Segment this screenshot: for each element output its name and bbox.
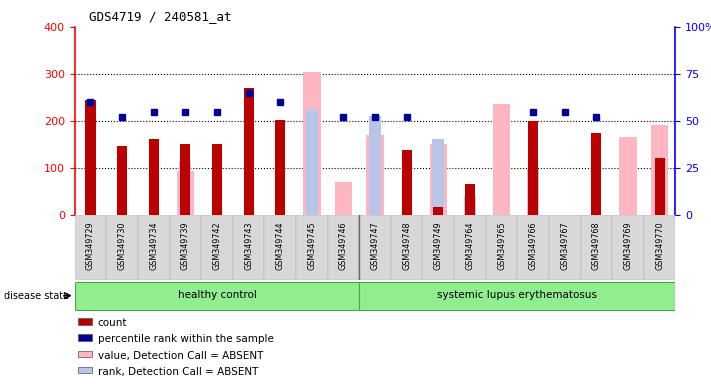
Bar	[464, 196, 476, 215]
Bar	[549, 215, 581, 280]
Bar	[465, 184, 475, 215]
Bar	[212, 144, 222, 215]
Bar	[651, 125, 668, 215]
Text: GSM349730: GSM349730	[117, 222, 127, 270]
Bar	[78, 367, 92, 374]
Bar	[149, 139, 159, 215]
Bar	[592, 133, 602, 215]
Text: GSM349767: GSM349767	[560, 222, 570, 270]
Bar	[296, 215, 328, 280]
Bar	[201, 215, 232, 280]
Bar	[359, 282, 675, 310]
Text: disease state: disease state	[4, 291, 69, 301]
Bar	[243, 88, 254, 215]
Text: GSM349742: GSM349742	[213, 222, 221, 270]
Bar	[169, 215, 201, 280]
Bar	[486, 215, 518, 280]
Bar	[612, 215, 644, 280]
Bar	[359, 215, 391, 280]
Bar	[275, 121, 285, 215]
Bar	[78, 334, 92, 341]
Bar	[85, 100, 95, 215]
Text: healthy control: healthy control	[178, 290, 257, 300]
Text: GSM349749: GSM349749	[434, 222, 443, 270]
Text: GSM349748: GSM349748	[402, 222, 411, 270]
Text: GSM349764: GSM349764	[466, 222, 474, 270]
Text: value, Detection Call = ABSENT: value, Detection Call = ABSENT	[98, 351, 263, 361]
Bar	[179, 161, 191, 215]
Bar	[528, 121, 538, 215]
Bar	[176, 171, 194, 215]
Bar	[581, 215, 612, 280]
Bar	[78, 351, 92, 357]
Text: GSM349744: GSM349744	[276, 222, 284, 270]
Text: GSM349770: GSM349770	[655, 222, 664, 270]
Bar	[117, 146, 127, 215]
Bar	[518, 215, 549, 280]
Text: GSM349745: GSM349745	[307, 222, 316, 270]
Text: GSM349769: GSM349769	[624, 222, 633, 270]
Text: rank, Detection Call = ABSENT: rank, Detection Call = ABSENT	[98, 367, 258, 377]
Text: GSM349746: GSM349746	[339, 222, 348, 270]
Bar	[366, 135, 384, 215]
Text: GSM349765: GSM349765	[497, 222, 506, 270]
Bar	[655, 158, 665, 215]
Bar	[619, 137, 637, 215]
Text: systemic lupus erythematosus: systemic lupus erythematosus	[437, 290, 597, 300]
Bar	[422, 215, 454, 280]
Text: percentile rank within the sample: percentile rank within the sample	[98, 334, 274, 344]
Bar	[264, 215, 296, 280]
Bar	[306, 109, 318, 215]
Bar	[181, 144, 191, 215]
Bar	[75, 215, 106, 280]
Text: GSM349743: GSM349743	[244, 222, 253, 270]
Text: GSM349734: GSM349734	[149, 222, 159, 270]
Bar	[402, 150, 412, 215]
Bar	[369, 116, 381, 215]
Bar	[78, 318, 92, 324]
Bar	[303, 71, 321, 215]
Bar	[232, 215, 264, 280]
Bar	[432, 139, 444, 215]
Bar	[454, 215, 486, 280]
Bar	[644, 215, 675, 280]
Bar	[527, 169, 539, 215]
Text: GDS4719 / 240581_at: GDS4719 / 240581_at	[89, 10, 231, 23]
Bar	[429, 144, 447, 215]
Bar	[433, 207, 444, 215]
Bar	[493, 104, 510, 215]
Text: GSM349768: GSM349768	[592, 222, 601, 270]
Text: count: count	[98, 318, 127, 328]
Text: GSM349747: GSM349747	[370, 222, 380, 270]
Bar	[335, 182, 352, 215]
Bar	[75, 282, 359, 310]
Bar	[138, 215, 169, 280]
Text: GSM349739: GSM349739	[181, 222, 190, 270]
Text: GSM349766: GSM349766	[529, 222, 538, 270]
Bar	[328, 215, 359, 280]
Bar	[391, 215, 422, 280]
Bar	[106, 215, 138, 280]
Text: GSM349729: GSM349729	[86, 222, 95, 270]
